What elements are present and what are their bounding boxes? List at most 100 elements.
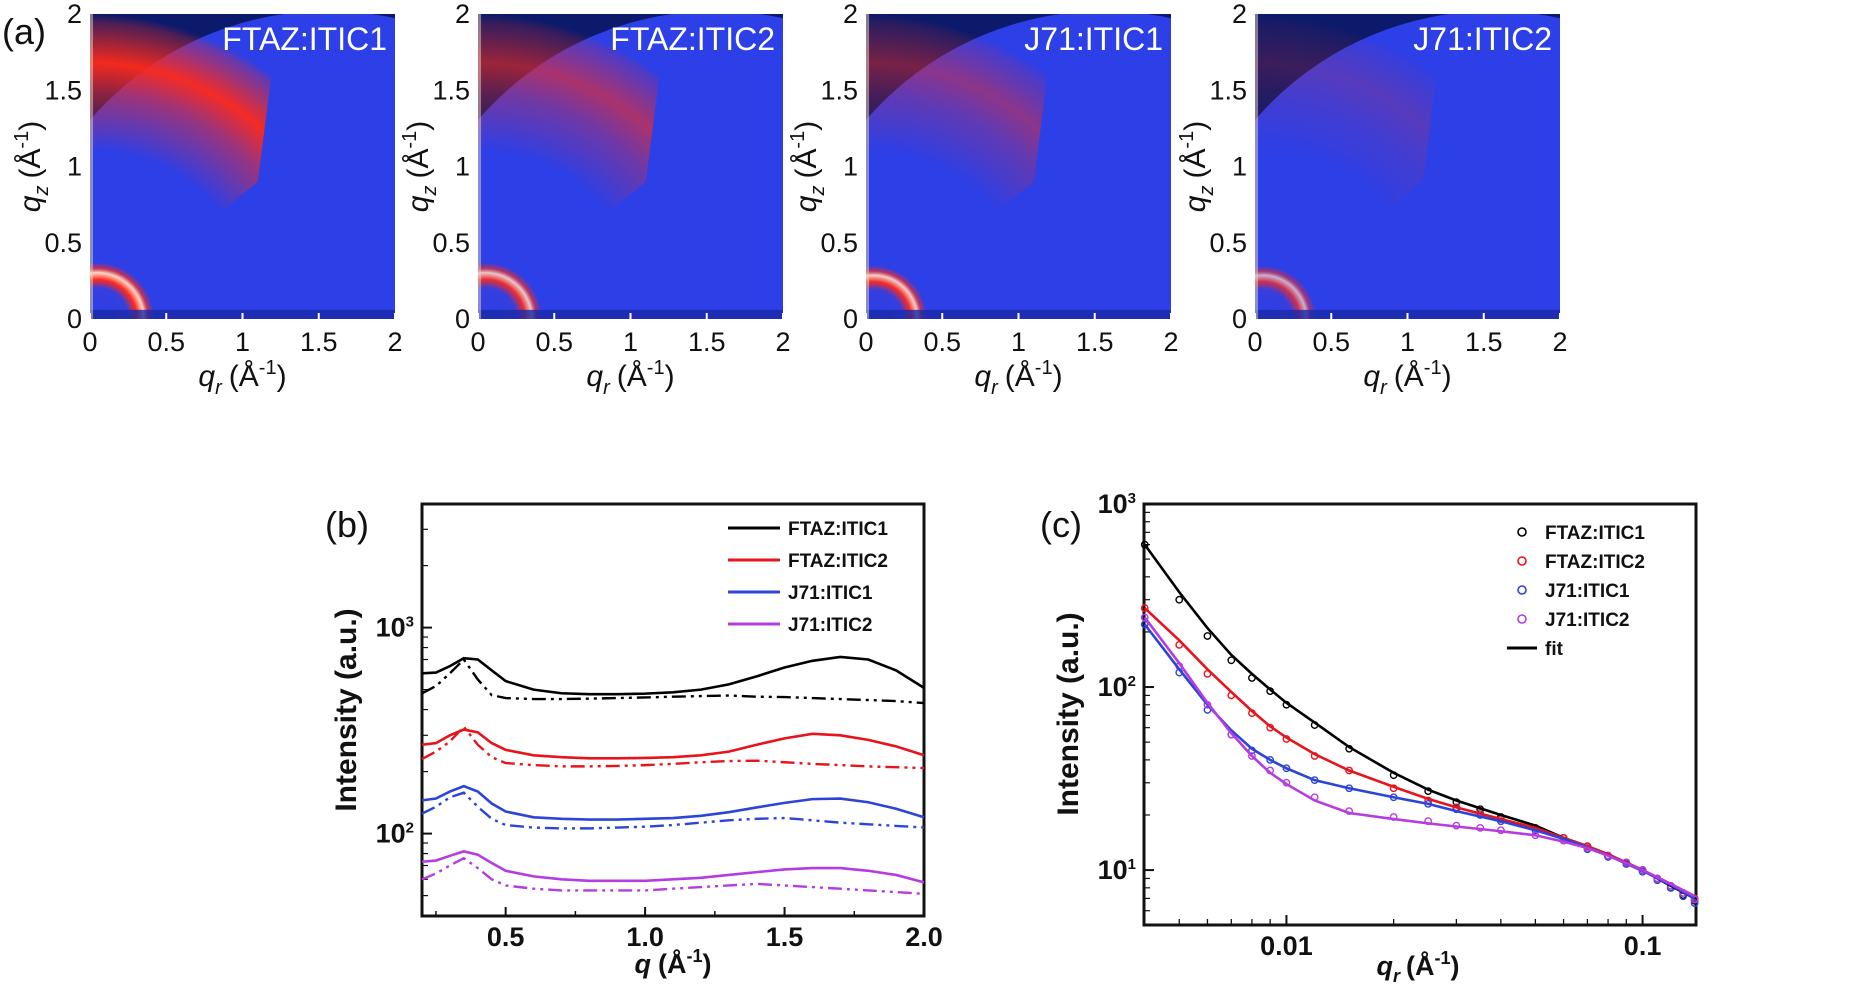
horizon-edge xyxy=(1255,14,1259,319)
map-xtick-label: 1 xyxy=(1011,327,1026,357)
map-ticks-1: 0 0.5 1 1.5 2 0 0.5 1 1.5 2 xyxy=(44,0,402,357)
map-xlabel-sub: r xyxy=(215,377,223,399)
plot-c-point xyxy=(1227,656,1236,665)
map-ticks-2: 0 0.5 1 1.5 2 0 0.5 1 1.5 2 xyxy=(432,0,790,357)
map-ytick-label: 0 xyxy=(67,304,82,334)
map-ylabel-close: ) xyxy=(402,121,435,131)
plot-c-fit-lines xyxy=(1143,543,1696,900)
map-xlabel-q: q xyxy=(198,360,215,393)
plot-c-ylabel: Intensity (a.u.) xyxy=(1052,612,1085,815)
plot-c-legend-marker xyxy=(1517,527,1527,537)
lamellar-ring xyxy=(1255,265,1316,319)
pi-stacking-arc xyxy=(90,14,280,319)
plot-b-ylabel: Intensity (a.u.) xyxy=(330,608,363,811)
map-xtick-label: 1 xyxy=(1400,327,1415,357)
map-ylabel-exp: -1 xyxy=(11,131,33,149)
horizon-edge xyxy=(90,14,94,319)
map-ylabel-close: ) xyxy=(1179,121,1212,131)
lamellar-ring xyxy=(90,262,155,319)
map-xtick-label: 0.5 xyxy=(147,327,185,357)
plot-b-fit-line xyxy=(421,657,925,705)
map-xlabel-sub: r xyxy=(991,377,999,399)
map-xtick-label: 1 xyxy=(235,327,250,357)
tick-base: 10 xyxy=(376,613,406,643)
map-xlabel-close: ) xyxy=(1442,360,1452,393)
map-image xyxy=(478,14,783,319)
map-xtick-label: 1 xyxy=(623,327,638,357)
map-ylabel-close: ) xyxy=(790,121,823,131)
map-xlabel-exp: -1 xyxy=(1424,357,1442,379)
plot-b-xlabel-close: ) xyxy=(703,949,712,979)
map-ylabel-4: qz (Å-1) xyxy=(1176,121,1218,212)
map-ytick-label: 0 xyxy=(455,304,470,334)
horizon-edge xyxy=(478,14,482,319)
map-ylabel-exp: -1 xyxy=(1176,131,1198,149)
map-xlabel-q: q xyxy=(586,360,603,393)
plot-b-ytick-label: 103 xyxy=(376,613,414,643)
map-title-4: J71:ITIC2 xyxy=(1413,21,1552,57)
map-ticks-4: 0 0.5 1 1.5 2 0 0.5 1 1.5 2 xyxy=(1209,0,1567,357)
map-xlabel-exp: -1 xyxy=(259,357,277,379)
map-ytick-label: 0 xyxy=(843,304,858,334)
map-image xyxy=(866,14,1171,319)
tick-base: 10 xyxy=(1098,672,1128,702)
map-ytick-label: 2 xyxy=(67,0,82,29)
plot-b-xlabel-q: q xyxy=(634,949,651,979)
map-ylabel-q: q xyxy=(14,195,47,212)
plot-c-fit-line xyxy=(1143,616,1696,898)
map-ylabel-sub: z xyxy=(807,186,829,197)
plot-c-legend-marker xyxy=(1517,614,1527,624)
tick-base: 10 xyxy=(376,819,406,849)
plot-c-legend-label: J71:ITIC2 xyxy=(1545,610,1629,631)
map-xtick-label: 2 xyxy=(1552,327,1567,357)
map-image xyxy=(1255,14,1560,319)
map-ytick-label: 0.5 xyxy=(1209,228,1247,258)
map-ytick-label: 1 xyxy=(455,152,470,182)
pi-stacking-arc xyxy=(1255,14,1445,319)
plot-c-xlabel-unit: (Å xyxy=(1406,950,1435,981)
map-ytick-label: 1 xyxy=(1232,152,1247,182)
map-xlabel-close: ) xyxy=(1053,360,1063,393)
pi-stacking-arc xyxy=(866,14,1056,319)
map-title-3: J71:ITIC1 xyxy=(1024,21,1163,57)
map-xtick-label: 0.5 xyxy=(535,327,573,357)
map-xlabel-close: ) xyxy=(665,360,675,393)
map-xtick-label: 2 xyxy=(1163,327,1178,357)
map-xlabel-exp: -1 xyxy=(647,357,665,379)
map-xtick-label: 0.5 xyxy=(1312,327,1350,357)
plot-c-legend-fit-label: fit xyxy=(1545,639,1564,660)
plot-c-point xyxy=(1175,595,1184,604)
map-ylabel-sub: z xyxy=(1196,186,1218,197)
plot-c-legend-label: J71:ITIC1 xyxy=(1545,581,1630,602)
map-xlabel-unit: (Å xyxy=(1394,360,1424,393)
map-xlabel-unit: (Å xyxy=(229,360,259,393)
map-ylabel-1: qz (Å-1) xyxy=(11,121,53,212)
map-ytick-label: 1 xyxy=(843,152,858,182)
plot-c-xlabel-q: q xyxy=(1376,951,1393,981)
map-xlabel-3: qr (Å-1) xyxy=(974,357,1062,399)
plot-b-fit-line xyxy=(421,724,925,770)
map-ylabel-3: qz (Å-1) xyxy=(787,121,829,212)
plot-c-xlabel-sub: r xyxy=(1393,966,1401,986)
map-ylabel-exp: -1 xyxy=(787,131,809,149)
map-xlabel-4: qr (Å-1) xyxy=(1363,357,1451,399)
plot-b-xtick-label: 1.5 xyxy=(766,922,804,952)
panel-label-a: (a) xyxy=(2,11,46,52)
plot-c-xtick-label: 0.01 xyxy=(1260,931,1313,961)
plot-c-point xyxy=(1248,752,1256,760)
map-xlabel-1: qr (Å-1) xyxy=(198,357,286,399)
plot-b-legend-label: FTAZ:ITIC1 xyxy=(788,519,888,540)
map-ylabel-sub: z xyxy=(31,186,53,197)
map-xlabel-sub: r xyxy=(1380,377,1388,399)
plot-b-fit-line xyxy=(421,791,925,830)
map-ylabel-q: q xyxy=(402,195,435,212)
map-xlabel-close: ) xyxy=(277,360,287,393)
map-ytick-label: 0.5 xyxy=(432,228,470,258)
map-ylabel-close: ) xyxy=(14,121,47,131)
